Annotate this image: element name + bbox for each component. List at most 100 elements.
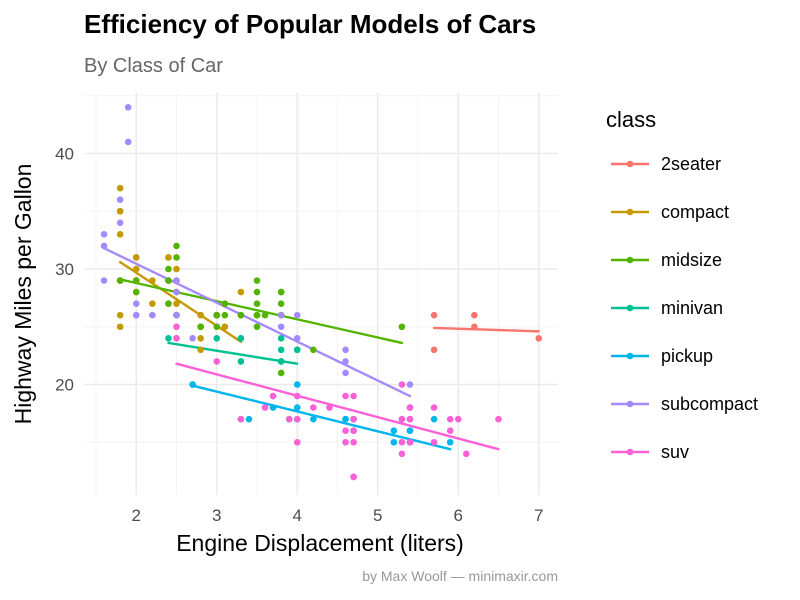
legend-key-point [626,208,634,216]
data-point-suv [446,427,454,435]
data-point-pickup [406,427,414,435]
data-point-subcompact [124,138,132,146]
data-point-suv [342,438,349,446]
legend-key-point [626,304,634,312]
legend-title: class [606,107,656,132]
data-point-suv [173,323,180,331]
data-point-suv [350,473,357,481]
x-axis-ticks: 2 3 4 5 6 7 [132,506,544,525]
data-point-compact [197,346,204,354]
data-point-subcompact [293,311,301,319]
data-point-suv [350,415,357,423]
data-point-minivan [277,346,285,354]
data-point-subcompact [293,335,301,342]
trend-line-compact [118,260,243,343]
data-point-suv [326,404,333,411]
data-point-minivan [237,358,245,365]
legend-key-point [626,160,634,168]
data-point-midsize [253,300,261,307]
data-point-suv [398,415,406,423]
data-point-suv [430,404,438,411]
data-point-midsize [277,288,285,296]
data-point-subcompact [100,277,108,284]
data-point-suv [261,404,269,411]
legend-item-midsize: midsize [611,250,722,270]
data-point-compact [116,207,124,215]
data-point-compact [173,265,180,273]
data-point-suv [342,427,349,435]
x-axis-title: Engine Displacement (liters) [176,530,464,556]
data-point-2seater [430,346,438,354]
data-point-suv [406,415,414,423]
y-axis-title: Highway Miles per Gallon [10,164,36,425]
legend-label: subcompact [661,394,758,414]
data-point-compact [165,254,172,261]
legend-key-point [626,256,634,264]
chart-caption: by Max Woolf — minimaxir.com [362,568,558,584]
data-point-suv [446,415,454,423]
data-point-2seater [535,335,543,342]
data-point-midsize [116,277,124,284]
data-point-pickup [269,404,277,411]
data-point-subcompact [100,242,108,250]
data-point-compact [173,300,180,307]
data-point-pickup [189,381,196,388]
data-point-compact [116,231,124,238]
x-tick-label: 4 [293,506,302,525]
data-point-suv [430,438,438,446]
data-point-suv [350,438,357,446]
data-point-suv [454,415,462,423]
trend-line-subcompact [102,247,412,398]
data-point-midsize [197,323,204,331]
data-point-midsize [213,311,221,319]
data-point-suv [398,438,406,446]
data-point-suv [293,438,301,446]
data-point-midsize [253,323,261,331]
data-point-pickup [310,415,317,423]
data-point-compact [237,288,245,296]
data-point-minivan [213,335,221,342]
data-point-subcompact [173,277,180,284]
data-point-2seater [430,311,438,319]
data-point-subcompact [100,231,108,238]
legend-key-point [626,400,634,408]
legend-item-compact: compact [611,202,729,222]
data-point-midsize [261,311,269,319]
data-point-subcompact [342,346,349,354]
legend-label: compact [661,202,729,222]
legend-label: suv [661,442,689,462]
data-point-minivan [277,358,285,365]
data-point-suv [350,427,357,435]
y-tick-label: 40 [55,145,74,164]
data-point-compact [221,323,229,331]
data-point-compact [197,335,204,342]
data-point-suv [293,392,301,400]
data-point-midsize [221,311,229,319]
legend-label: pickup [661,346,713,366]
data-point-subcompact [132,300,140,307]
data-point-midsize [213,323,221,331]
legend-item-subcompact: subcompact [611,394,758,414]
data-point-subcompact [189,335,196,342]
data-point-midsize [277,369,285,377]
data-point-subcompact [116,196,124,203]
x-tick-label: 7 [534,506,543,525]
data-point-suv [463,450,470,458]
legend-item-pickup: pickup [611,346,713,366]
legend-item-minivan: minivan [611,298,723,318]
data-point-midsize [253,311,261,319]
data-point-subcompact [277,323,285,331]
legend: class 2seater compact midsize minivan pickup… [606,107,758,462]
data-point-midsize [221,300,229,307]
trend-lines [102,247,540,451]
x-tick-label: 5 [373,506,382,525]
data-point-midsize [253,277,261,284]
data-point-subcompact [116,219,124,227]
data-point-suv [398,450,406,458]
data-point-subcompact [173,311,180,319]
data-point-midsize [173,254,180,261]
y-axis-ticks: 20 30 40 [55,145,74,395]
data-point-suv [350,392,357,400]
data-point-midsize [132,277,140,284]
